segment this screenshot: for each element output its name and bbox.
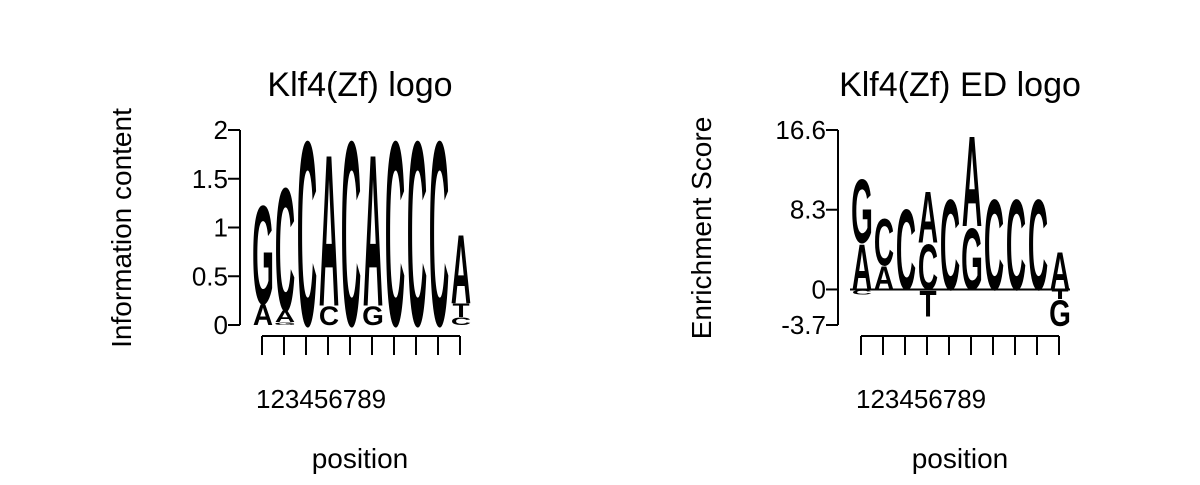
logo-letter-a: A [1050,242,1070,302]
logo-letter-c: C [407,86,427,381]
y-tick-label: 0 [214,310,228,340]
logo-letter-g: G [274,322,296,326]
logo-letter-c: C [984,172,1004,317]
logo-letter-t: T [452,301,470,322]
logo-letter-c: C [918,231,938,304]
logo-letter-c: C [297,86,317,381]
logo-letter-c: C [940,172,960,317]
x-axis-ticks [261,335,461,355]
position-tick-labels: 123456789 [856,384,986,414]
logo-letter-a: A [874,259,894,297]
y-axis: 0 0.5 1 1.5 2 [192,115,241,340]
chart-title: Klf4(Zf) ED logo [839,66,1081,104]
logo-letter-a: A [962,109,982,254]
logo-letter-a: A [918,176,938,258]
logo-letter-c: C [275,151,295,348]
y-axis-label: Information content [106,108,137,348]
logo-letter-a: A [275,307,295,325]
x-axis-ticks [860,335,1060,355]
logo-letter-c: C [874,205,894,279]
logo-letter-c: C [1006,172,1026,317]
y-tick-label: 0 [812,274,826,304]
logo-letter-g: G [1049,292,1071,334]
chart-title: Klf4(Zf) logo [267,66,452,104]
logo-letter-a: A [451,215,471,325]
x-axis-label: position [912,443,1009,474]
y-tick-label: 2 [214,115,228,145]
y-axis-label: Enrichment Score [686,117,717,340]
position-tick-labels: 123456789 [256,384,386,414]
logo-letter-c: C [896,185,916,314]
logo-letter-c: C [429,86,449,381]
logo-letter-g: G [851,161,873,262]
logo-letter-g: G [362,300,384,331]
y-tick-label: -3.7 [781,310,826,340]
logo-letters: AG GAC C CA C GA C C C CTA [252,86,471,381]
logo-letter-c: C [341,86,361,381]
y-tick-label: 1 [214,213,228,243]
logo-letter-a: A [253,299,273,332]
logo-letter-g: G [961,210,983,308]
y-axis: -3.7 0 8.3 16.6 [775,115,839,340]
logo-letter-t: T [919,282,936,324]
logo-letter-c: C [319,300,339,331]
logo-letter-a: A [363,109,383,352]
y-tick-label: 1.5 [192,164,228,194]
info-content-logo-panel: Klf4(Zf) logo Information content positi… [106,66,471,474]
y-tick-label: 0.5 [192,261,228,291]
logo-letter-t: T [1051,287,1069,302]
enrichment-logo-panel: Klf4(Zf) ED logo Enrichment Score positi… [686,66,1081,474]
logo-letter-a: A [319,109,339,352]
logo-letter-c: C [385,86,405,381]
logo-letter-c: C [451,316,471,328]
logo-letter-c: C [1028,172,1048,317]
logo-letters: AGC AC C CAT C GA C C C ATG [851,109,1071,334]
x-axis-label: position [312,443,409,474]
logo-letter-c: C [852,289,873,296]
y-tick-label: 16.6 [775,115,826,145]
y-tick-label: 8.3 [790,195,826,225]
logo-letter-a: A [852,231,872,304]
logo-letter-g: G [252,176,274,334]
